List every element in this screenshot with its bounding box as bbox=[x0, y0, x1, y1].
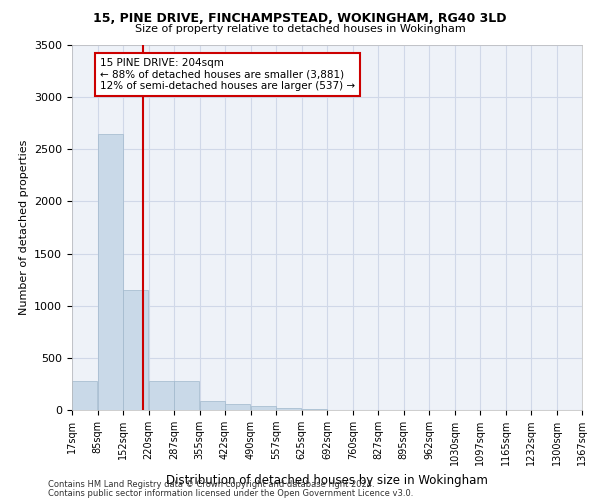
Bar bbox=[98, 134, 123, 410]
Bar bbox=[149, 381, 174, 410]
Bar bbox=[200, 400, 225, 410]
Bar bbox=[225, 404, 250, 410]
X-axis label: Distribution of detached houses by size in Wokingham: Distribution of detached houses by size … bbox=[166, 474, 488, 486]
Bar bbox=[123, 290, 148, 410]
Text: 15 PINE DRIVE: 204sqm
← 88% of detached houses are smaller (3,881)
12% of semi-d: 15 PINE DRIVE: 204sqm ← 88% of detached … bbox=[100, 58, 355, 91]
Bar bbox=[72, 381, 97, 410]
Text: Size of property relative to detached houses in Wokingham: Size of property relative to detached ho… bbox=[134, 24, 466, 34]
Bar bbox=[174, 381, 199, 410]
Y-axis label: Number of detached properties: Number of detached properties bbox=[19, 140, 29, 315]
Bar bbox=[276, 408, 301, 410]
Text: Contains HM Land Registry data © Crown copyright and database right 2024.: Contains HM Land Registry data © Crown c… bbox=[48, 480, 374, 489]
Text: 15, PINE DRIVE, FINCHAMPSTEAD, WOKINGHAM, RG40 3LD: 15, PINE DRIVE, FINCHAMPSTEAD, WOKINGHAM… bbox=[93, 12, 507, 26]
Bar bbox=[251, 406, 276, 410]
Text: Contains public sector information licensed under the Open Government Licence v3: Contains public sector information licen… bbox=[48, 488, 413, 498]
